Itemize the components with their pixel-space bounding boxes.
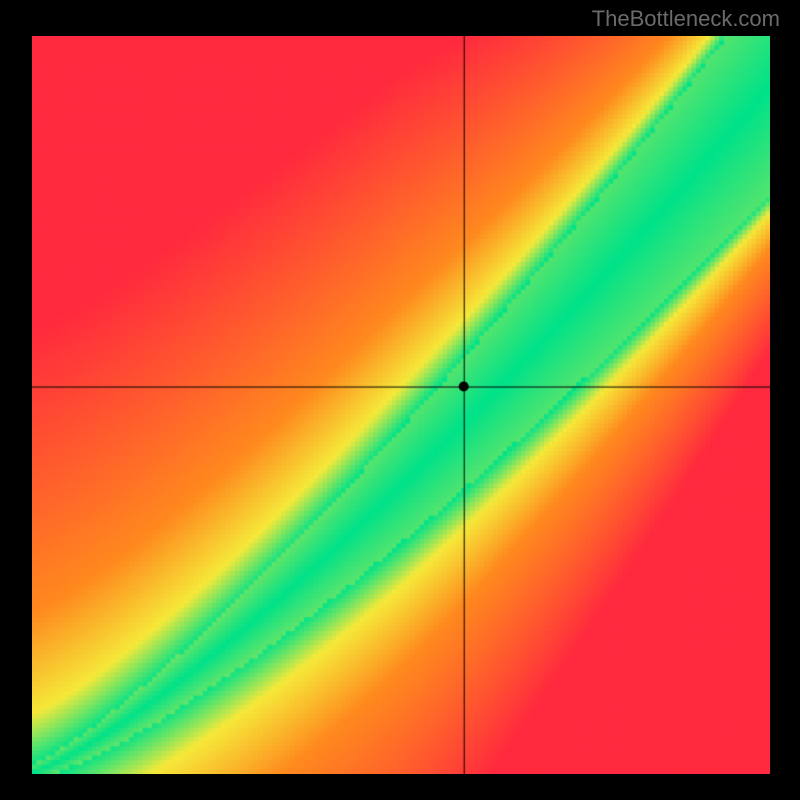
watermark-text: TheBottleneck.com [592, 6, 780, 32]
chart-container: TheBottleneck.com [0, 0, 800, 800]
bottleneck-heatmap [32, 36, 770, 774]
